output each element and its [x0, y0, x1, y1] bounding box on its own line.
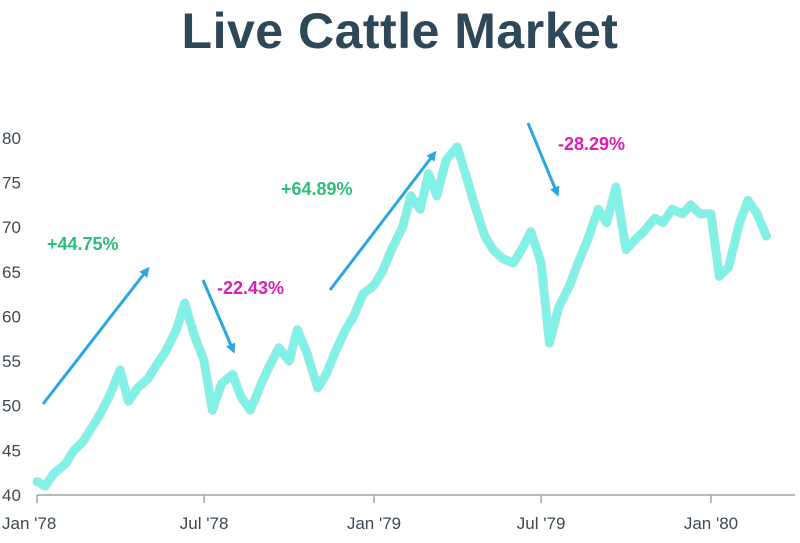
y-tick-label: 50: [2, 397, 21, 416]
y-tick-label: 65: [2, 263, 21, 282]
y-axis-ticks: 40 45 50 55 60 65 70 75 80: [2, 129, 21, 505]
y-tick-label: 45: [2, 441, 21, 460]
y-tick-label: 55: [2, 352, 21, 371]
y-tick-label: 40: [2, 486, 21, 505]
x-tick-label: Jan '78: [2, 514, 56, 533]
y-tick-label: 75: [2, 174, 21, 193]
series-layer: [32, 142, 771, 491]
y-tick-label: 80: [2, 129, 21, 148]
loss-annotation: -28.29%: [558, 134, 625, 154]
gain-annotation: +44.75%: [47, 234, 119, 254]
loss-annotation: -22.43%: [217, 278, 284, 298]
trend-arrow: [201, 279, 236, 354]
annotation-arrows: [41, 122, 560, 405]
x-tick-label: Jan '79: [347, 514, 401, 533]
x-tick-label: Jul '78: [180, 514, 229, 533]
trend-arrow: [526, 122, 560, 197]
y-tick-label: 60: [2, 307, 21, 326]
trend-arrow: [41, 266, 150, 405]
chart-title: Live Cattle Market: [181, 3, 619, 59]
x-tick-label: Jan '80: [684, 514, 738, 533]
x-tick-label: Jul '79: [517, 514, 566, 533]
series-line: [34, 144, 769, 489]
x-axis-ticks: Jan '78 Jul '78 Jan '79 Jul '79 Jan '80: [2, 494, 795, 533]
y-tick-label: 70: [2, 218, 21, 237]
annotations: +44.75% -22.43% +64.89% -28.29%: [47, 134, 625, 298]
gain-annotation: +64.89%: [281, 179, 353, 199]
trend-arrow: [328, 150, 437, 291]
